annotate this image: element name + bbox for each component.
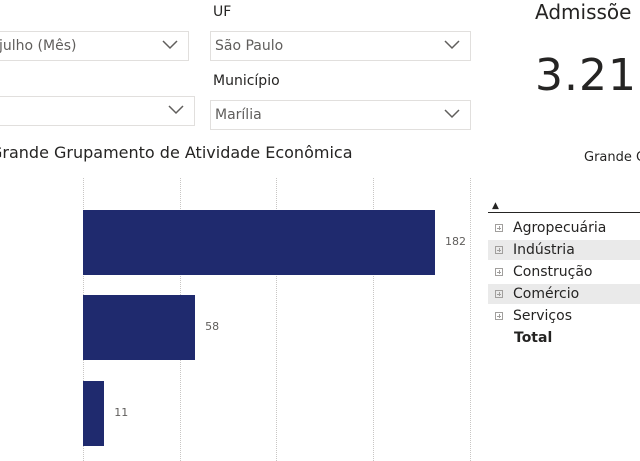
chevron-down-icon[interactable] [162,40,178,50]
uf-slicer[interactable]: São Paulo [210,31,471,61]
matrix-row-agropecuaria[interactable]: Agropecuária [488,218,640,238]
matrix-row-label: Agropecuária [513,220,607,236]
matrix-row-label: Serviços [513,308,572,324]
chart-title: Grande Grupamento de Atividade Econômica [0,143,353,162]
municipio-slicer-value: Marília [215,107,262,123]
sort-ascending-icon[interactable]: ▲ [492,201,499,211]
matrix-header-divider [488,212,640,213]
month-slicer[interactable]: julho (Mês) [0,31,189,61]
kpi-value: 3.213 [535,50,640,101]
expand-icon[interactable] [495,224,503,232]
kpi-title: Admissõe [535,0,632,24]
bar[interactable] [83,210,435,275]
municipio-label: Município [213,73,280,89]
matrix-total-row: Total [488,328,640,348]
municipio-slicer[interactable]: Marília [210,100,471,130]
chevron-down-icon[interactable] [444,109,460,119]
bar-data-label: 58 [205,319,220,333]
matrix-row-servicos[interactable]: Serviços [488,306,640,326]
matrix-total-label: Total [514,330,553,346]
gridline [373,178,375,461]
matrix-row-label: Indústria [513,242,575,258]
matrix-row-label: Construção [513,264,593,280]
bar-chart[interactable]: 182 58 11 [0,178,480,461]
matrix-header: Grande G [584,150,640,165]
gridline [276,178,278,461]
bar[interactable] [83,295,196,360]
uf-slicer-value: São Paulo [215,38,284,54]
matrix-row-construcao[interactable]: Construção [488,262,640,282]
chevron-down-icon[interactable] [168,105,184,115]
expand-icon[interactable] [495,290,503,298]
gridline [469,178,471,461]
expand-icon[interactable] [495,246,503,254]
chevron-down-icon[interactable] [444,40,460,50]
bar[interactable] [83,381,105,446]
expand-icon[interactable] [495,312,503,320]
matrix-row-label: Comércio [513,286,580,302]
matrix-row-comercio[interactable]: Comércio [488,284,640,304]
expand-icon[interactable] [495,268,503,276]
uf-label: UF [213,4,232,20]
secondary-slicer[interactable] [0,96,195,126]
bar-data-label: 182 [445,234,466,248]
month-slicer-value: julho (Mês) [0,38,77,54]
matrix-row-industria[interactable]: Indústria [488,240,640,260]
bar-data-label: 11 [114,405,129,419]
